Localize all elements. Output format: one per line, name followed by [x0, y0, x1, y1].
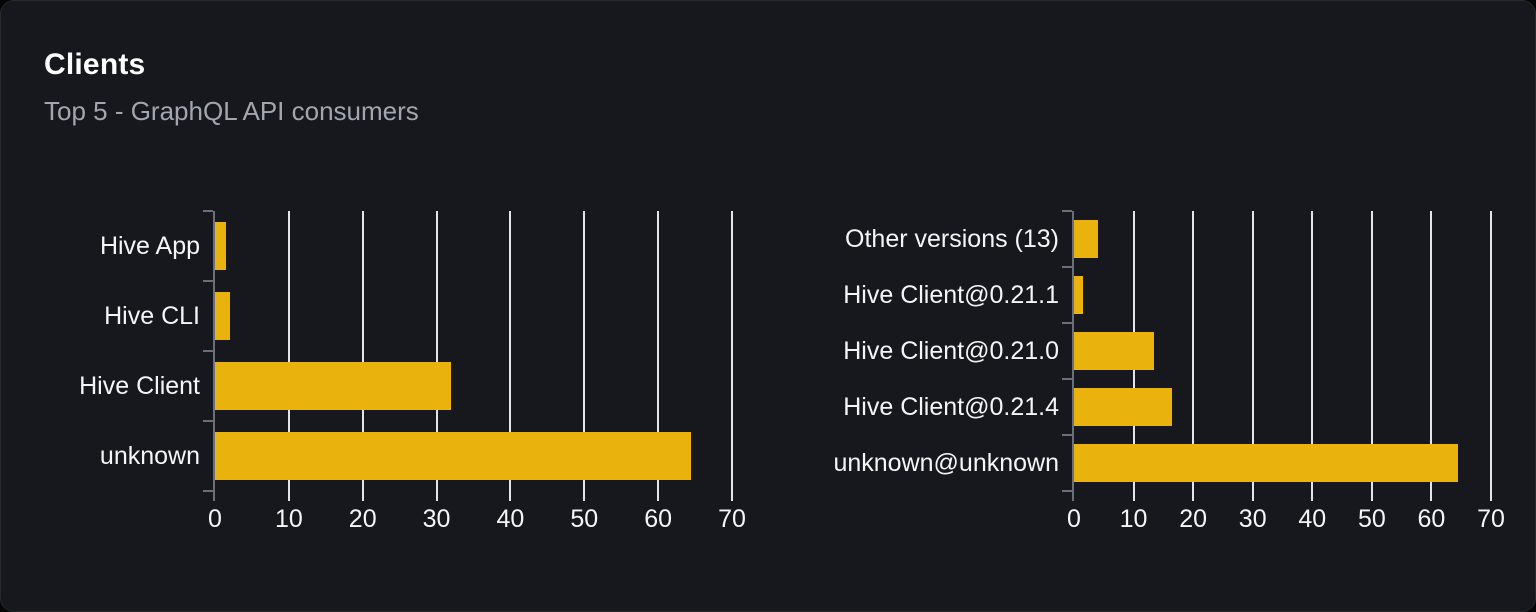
card-subtitle: Top 5 - GraphQL API consumers	[44, 96, 419, 126]
y-axis-tick	[203, 280, 213, 282]
bar-hive-client-0-21-4[interactable]	[1074, 388, 1173, 426]
gridline	[1251, 211, 1254, 501]
gridline	[583, 211, 586, 501]
x-tick-label: 60	[1417, 505, 1446, 533]
gridline	[287, 211, 290, 501]
y-axis-line	[1072, 211, 1074, 491]
gridline	[1311, 211, 1314, 501]
x-tick-label: 10	[1119, 505, 1148, 533]
bar-unknown-unknown[interactable]	[1074, 444, 1459, 482]
y-axis-tick	[203, 420, 213, 422]
bar-hive-client-0-21-1[interactable]	[1074, 276, 1083, 314]
category-label-hive-cli: Hive CLI	[104, 301, 200, 330]
y-axis-tick	[203, 210, 213, 212]
bar-hive-app[interactable]	[215, 222, 227, 270]
y-axis-line	[213, 211, 215, 491]
x-tick-label: 50	[570, 505, 599, 533]
x-axis-zero-tick	[213, 491, 215, 501]
category-label-other-versions-13: Other versions (13)	[845, 224, 1059, 253]
category-label-unknown: unknown	[99, 441, 200, 470]
clients-by-name-chart: Hive App Hive CLI Hive Client unknown 0 10 20 3…	[79, 210, 746, 533]
x-tick-label: 0	[208, 505, 222, 533]
x-tick-label: 50	[1357, 505, 1386, 533]
y-axis-tick	[1062, 434, 1072, 436]
category-label-hive-app: Hive App	[99, 231, 200, 260]
x-tick-label: 40	[1298, 505, 1327, 533]
x-tick-label: 20	[1179, 505, 1208, 533]
category-label-hive-client-0-21-4: Hive Client@0.21.4	[843, 392, 1059, 421]
y-axis-tick	[1062, 266, 1072, 268]
x-tick-label: 60	[644, 505, 673, 533]
gridline	[1370, 211, 1373, 501]
x-tick-label: 0	[1067, 505, 1081, 533]
gridline	[435, 211, 438, 501]
x-tick-label: 70	[1477, 505, 1505, 533]
y-axis-tick	[203, 490, 213, 492]
category-label-hive-client-0-21-0: Hive Client@0.21.0	[843, 336, 1059, 365]
x-tick-label: 70	[718, 505, 746, 533]
clients-by-version-chart: Other versions (13) Hive Client@0.21.1 Hiv…	[833, 210, 1505, 533]
gridline	[1192, 211, 1195, 501]
x-tick-label: 10	[274, 505, 303, 533]
gridline	[1490, 211, 1492, 501]
y-axis-tick	[203, 350, 213, 352]
x-tick-label: 30	[1238, 505, 1267, 533]
gridline	[509, 211, 512, 501]
category-label-hive-client-0-21-1: Hive Client@0.21.1	[843, 280, 1059, 309]
bar-hive-client-0-21-0[interactable]	[1074, 332, 1155, 370]
bar-other-versions-13[interactable]	[1074, 220, 1098, 258]
gridline	[1430, 211, 1433, 501]
x-axis-zero-tick	[1072, 491, 1074, 501]
y-axis-tick	[1062, 210, 1072, 212]
gridline	[657, 211, 660, 501]
category-label-hive-client: Hive Client	[79, 371, 200, 400]
bar-hive-cli[interactable]	[215, 292, 230, 340]
gridline	[731, 211, 733, 501]
x-tick-label: 40	[496, 505, 525, 533]
y-axis-tick	[1062, 378, 1072, 380]
x-tick-label: 20	[348, 505, 377, 533]
x-tick-label: 30	[422, 505, 451, 533]
gridline	[361, 211, 364, 501]
card-title: Clients	[44, 48, 146, 81]
y-axis-tick	[1062, 490, 1072, 492]
bar-hive-client[interactable]	[215, 362, 452, 410]
y-axis-tick	[1062, 322, 1072, 324]
category-label-unknown-unknown: unknown@unknown	[833, 448, 1059, 477]
bar-unknown[interactable]	[215, 432, 692, 480]
